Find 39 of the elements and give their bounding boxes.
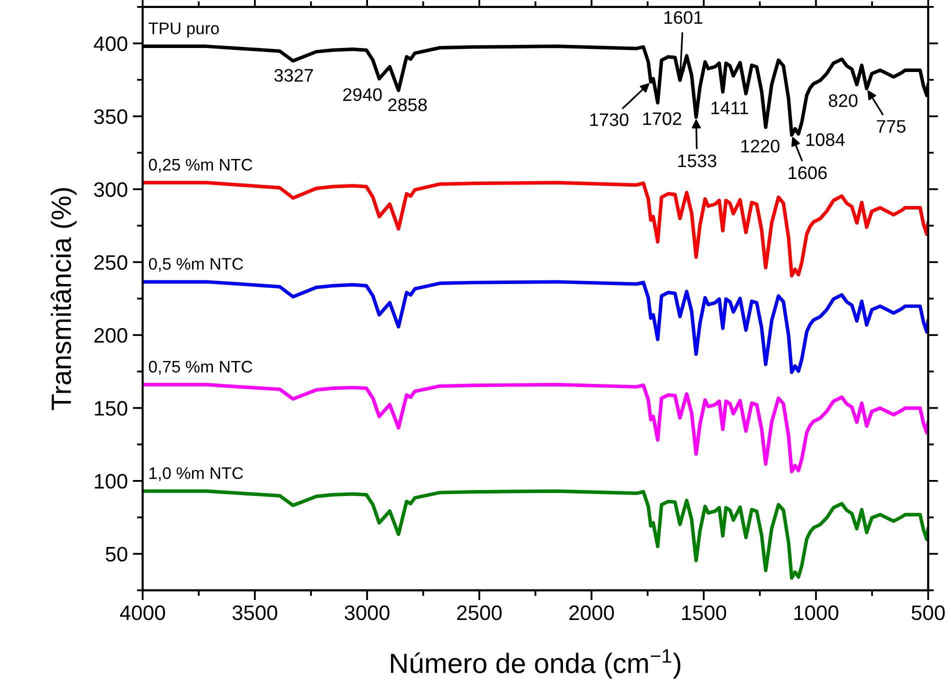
x-tick-label: 3000	[344, 605, 390, 620]
y-tick-label: 300	[94, 182, 128, 197]
series-label: 0,25 %m NTC	[148, 158, 252, 173]
y-tick-label: 250	[94, 255, 128, 270]
annotation: 820	[828, 94, 858, 107]
x-tick-label: 3500	[232, 605, 278, 620]
y-tick-label: 350	[94, 109, 128, 124]
annotation: 2858	[388, 98, 427, 112]
legend-label: TPU puro	[148, 22, 219, 38]
x-axis-title: Número de onda (cm$^{−1}$)	[391, 649, 680, 679]
y-tick-label: 50	[106, 546, 128, 562]
y-tick-label: 100	[94, 474, 128, 489]
y-tick-label: 400	[94, 36, 128, 52]
y-tick-label: 200	[94, 328, 128, 343]
x-tick-label: 4000	[120, 605, 166, 620]
x-tick-label: 1000	[794, 605, 838, 620]
annotation: 3327	[274, 68, 313, 82]
series-label: 0,75 %m NTC	[148, 360, 252, 375]
line-series	[142, 180, 928, 278]
annotation: 1730	[590, 113, 628, 126]
annotation: 1533	[678, 154, 716, 168]
series-label: 1,0 %m NTC	[150, 467, 244, 482]
x-tick-label: 2000	[569, 605, 614, 620]
x-tick-label: 500	[912, 605, 945, 620]
annotation: 1601	[664, 11, 702, 24]
annotation: 1411	[712, 102, 748, 114]
annotation: 1606	[788, 166, 827, 180]
annotation: 1702	[643, 112, 682, 126]
annotation: 2940	[343, 88, 382, 102]
annotation: 1084	[806, 133, 845, 146]
y-tick-label: 150	[94, 400, 128, 416]
y-axis-title: Transmitância (%)	[50, 188, 77, 410]
x-tick-label: 2500	[457, 605, 502, 620]
annotation: 1220	[741, 140, 780, 152]
annotation: 775	[877, 120, 906, 133]
series-label: 0,5 %m NTC	[148, 258, 244, 272]
line-series	[142, 280, 928, 374]
x-tick-label: 1500	[682, 605, 726, 620]
line-series	[142, 489, 928, 580]
